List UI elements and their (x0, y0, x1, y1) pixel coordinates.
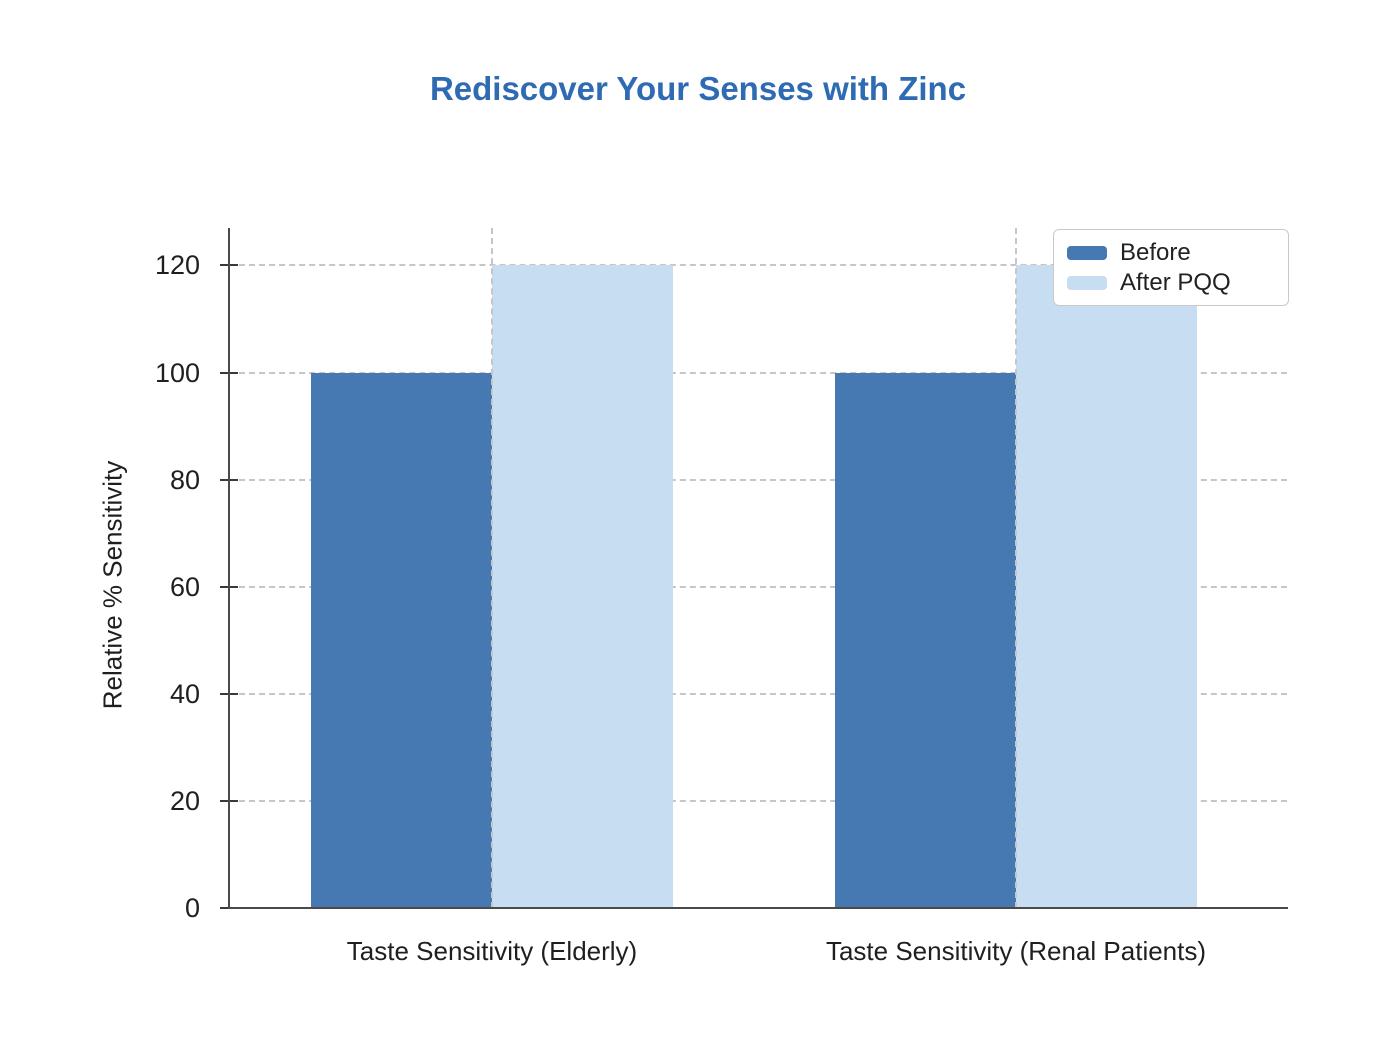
v-gridline-0 (491, 228, 493, 908)
h-gridline-20 (229, 799, 1287, 802)
legend-label-before: Before (1120, 238, 1191, 266)
h-gridline-40 (229, 692, 1287, 695)
y-tick-label-60: 60 (169, 571, 200, 602)
x-axis-line (228, 907, 1288, 909)
y-axis-title: Relative % Sensitivity (97, 460, 128, 710)
legend: Before After PQQ (1053, 229, 1289, 306)
y-tick-label-40: 40 (169, 678, 200, 709)
bar-after-pqq-c1 (1016, 265, 1197, 908)
y-tick-label-0: 0 (184, 893, 200, 923)
legend-item-before: Before (1067, 238, 1275, 267)
bar-before-c1 (835, 372, 1016, 908)
y-tick-label-100: 100 (154, 357, 200, 388)
v-gridline-1 (1015, 228, 1017, 908)
y-tick-label-80: 80 (169, 464, 200, 495)
bar-before-c0 (311, 372, 492, 908)
h-gridline-100 (229, 371, 1287, 374)
y-tick-label-120: 120 (154, 250, 200, 281)
h-gridline-80 (229, 478, 1287, 481)
h-gridline-60 (229, 585, 1287, 588)
legend-label-after-pqq: After PQQ (1120, 268, 1231, 296)
h-gridline-120 (229, 264, 1287, 267)
x-category-label-1: Taste Sensitivity (Renal Patients) (825, 936, 1207, 966)
y-tick-label-20: 20 (169, 785, 200, 816)
x-category-label-0: Taste Sensitivity (Elderly) (346, 936, 638, 966)
bar-after-pqq-c0 (492, 265, 673, 908)
y-axis-line (228, 228, 230, 909)
legend-item-after-pqq: After PQQ (1067, 268, 1275, 297)
chart-title: Rediscover Your Senses with Zinc (429, 70, 967, 107)
legend-swatch-after-pqq (1067, 275, 1107, 290)
legend-swatch-before (1067, 245, 1107, 260)
